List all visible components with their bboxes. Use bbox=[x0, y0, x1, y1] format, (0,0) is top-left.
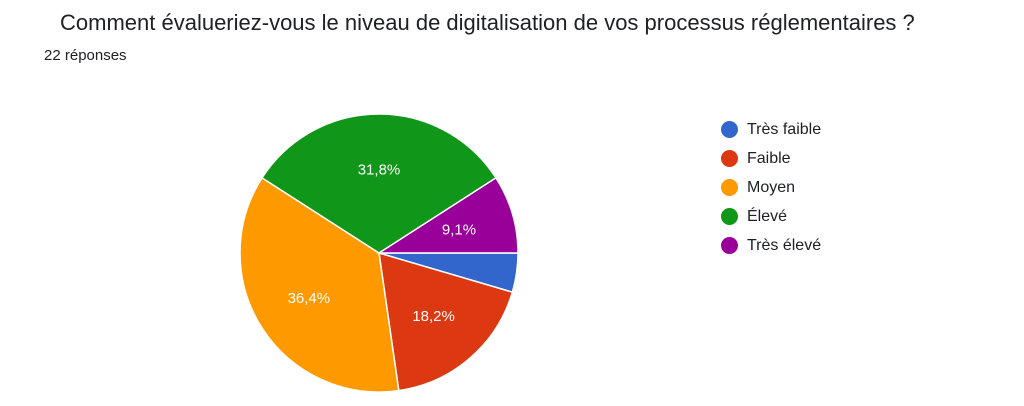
legend-color-dot bbox=[721, 121, 738, 138]
legend-label: Élevé bbox=[747, 207, 788, 225]
slice-percent-label: 18,2% bbox=[412, 308, 455, 325]
legend-item: Élevé bbox=[721, 202, 821, 231]
response-count: 22 réponses bbox=[44, 47, 127, 64]
chart-title: Comment évalueriez-vous le niveau de dig… bbox=[60, 10, 915, 35]
legend-item: Moyen bbox=[721, 173, 821, 202]
pie-slice-5 bbox=[376, 176, 519, 254]
legend-label: Très élevé bbox=[747, 236, 822, 254]
pie-slice-4 bbox=[261, 113, 497, 254]
slice-percent-label: 31,8% bbox=[358, 162, 401, 179]
slice-percent-label: 9,1% bbox=[442, 222, 476, 239]
legend-label: Très faible bbox=[747, 120, 822, 138]
legend-color-dot bbox=[721, 150, 738, 167]
chart-legend: Très faible Faible Moyen Élevé Très élevé bbox=[721, 115, 821, 260]
slice-percent-label: 36,4% bbox=[288, 290, 331, 307]
legend-item: Très faible bbox=[721, 115, 821, 144]
legend-color-dot bbox=[721, 208, 738, 225]
legend-item: Très élevé bbox=[721, 231, 821, 260]
legend-item: Faible bbox=[721, 144, 821, 173]
legend-label: Moyen bbox=[747, 178, 796, 196]
pie-slice-3 bbox=[239, 176, 400, 393]
pie-slice-2 bbox=[378, 251, 514, 392]
legend-color-dot bbox=[721, 237, 738, 254]
legend-label: Faible bbox=[747, 149, 791, 167]
legend-color-dot bbox=[721, 179, 738, 196]
